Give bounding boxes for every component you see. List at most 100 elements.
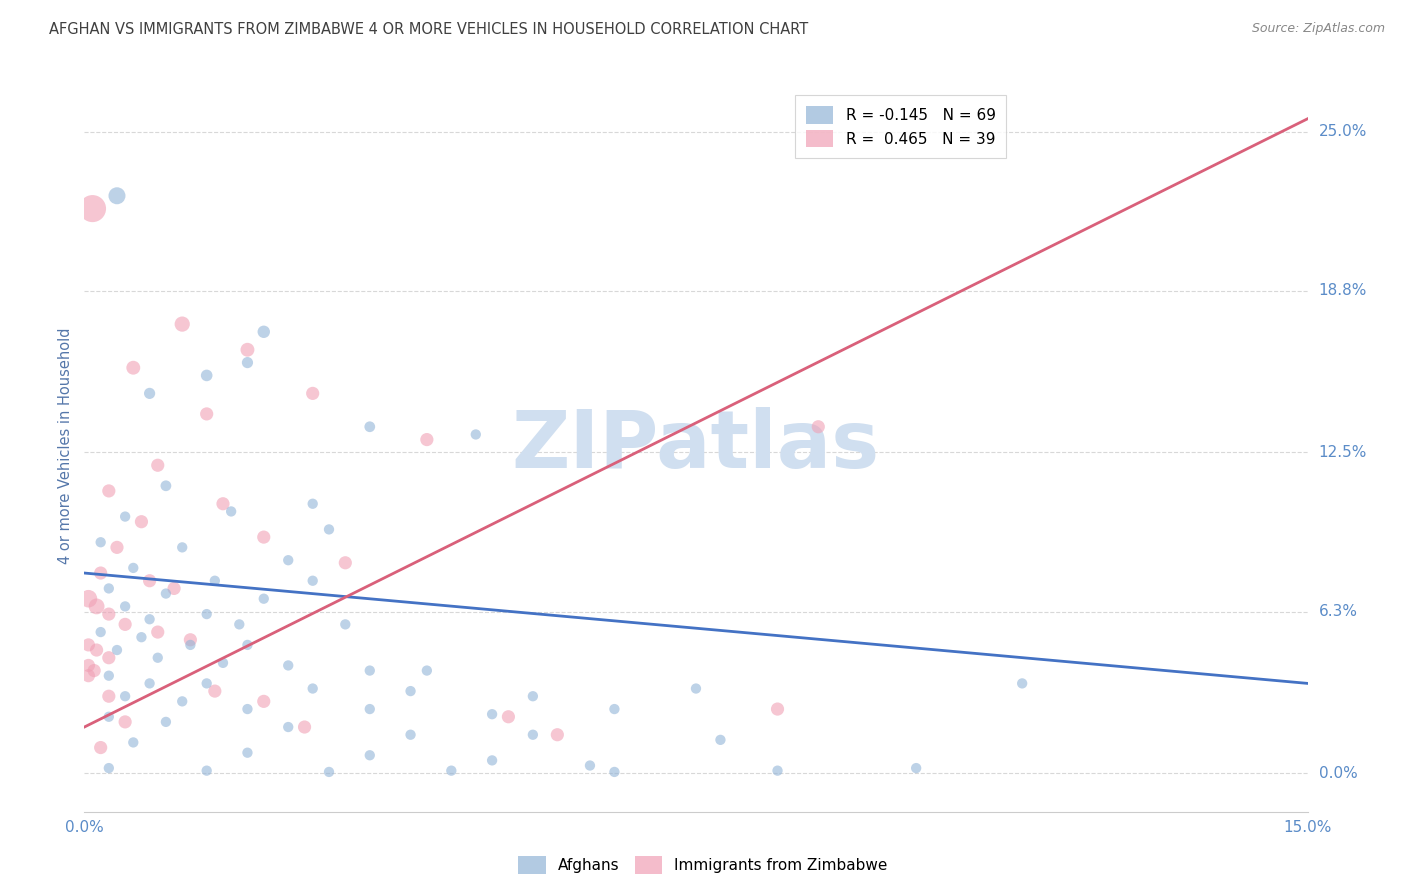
Point — [277, 553, 299, 567]
Point — [97, 607, 120, 621]
Point — [204, 684, 226, 698]
Point — [359, 664, 381, 678]
Point — [77, 638, 100, 652]
Point — [195, 607, 218, 621]
Point — [105, 188, 128, 202]
Point — [204, 574, 226, 588]
Point — [359, 748, 381, 763]
Point — [131, 630, 153, 644]
Point — [131, 515, 153, 529]
Point — [146, 650, 169, 665]
Point — [1011, 676, 1033, 690]
Point — [114, 690, 136, 704]
Point — [807, 419, 830, 434]
Point — [301, 574, 323, 588]
Point — [335, 617, 357, 632]
Point — [163, 582, 186, 596]
Point — [236, 746, 259, 760]
Point — [399, 728, 422, 742]
Point — [219, 504, 242, 518]
Point — [97, 710, 120, 724]
Point — [399, 684, 422, 698]
Point — [228, 617, 250, 632]
Point — [138, 612, 160, 626]
Point — [318, 764, 340, 779]
Point — [146, 458, 169, 473]
Point — [86, 643, 108, 657]
Point — [236, 638, 259, 652]
Point — [481, 707, 503, 722]
Point — [146, 625, 169, 640]
Text: AFGHAN VS IMMIGRANTS FROM ZIMBABWE 4 OR MORE VEHICLES IN HOUSEHOLD CORRELATION C: AFGHAN VS IMMIGRANTS FROM ZIMBABWE 4 OR … — [49, 22, 808, 37]
Point — [155, 479, 177, 493]
Text: 18.8%: 18.8% — [1319, 284, 1367, 298]
Point — [522, 690, 544, 704]
Point — [83, 664, 105, 678]
Point — [114, 599, 136, 614]
Point — [195, 676, 218, 690]
Point — [155, 586, 177, 600]
Point — [416, 664, 439, 678]
Text: ZIPatlas: ZIPatlas — [512, 407, 880, 485]
Point — [77, 669, 100, 683]
Point — [172, 317, 194, 331]
Point — [301, 386, 323, 401]
Point — [172, 694, 194, 708]
Point — [522, 728, 544, 742]
Point — [603, 764, 626, 779]
Point — [77, 591, 100, 606]
Point — [90, 566, 112, 580]
Point — [440, 764, 463, 778]
Point — [498, 710, 520, 724]
Point — [277, 658, 299, 673]
Point — [114, 714, 136, 729]
Point — [579, 758, 602, 772]
Point — [179, 632, 201, 647]
Point — [114, 509, 136, 524]
Point — [172, 541, 194, 555]
Point — [301, 497, 323, 511]
Point — [97, 690, 120, 704]
Point — [481, 753, 503, 767]
Point — [277, 720, 299, 734]
Point — [114, 617, 136, 632]
Point — [155, 714, 177, 729]
Point — [97, 650, 120, 665]
Point — [318, 523, 340, 537]
Point — [97, 669, 120, 683]
Point — [77, 658, 100, 673]
Point — [253, 325, 276, 339]
Point — [546, 728, 568, 742]
Point — [82, 202, 104, 216]
Point — [905, 761, 928, 775]
Point — [685, 681, 707, 696]
Point — [195, 407, 218, 421]
Text: 12.5%: 12.5% — [1319, 445, 1367, 460]
Point — [236, 702, 259, 716]
Legend: Afghans, Immigrants from Zimbabwe: Afghans, Immigrants from Zimbabwe — [512, 850, 894, 880]
Point — [253, 694, 276, 708]
Text: 0.0%: 0.0% — [1319, 765, 1357, 780]
Point — [122, 360, 145, 375]
Point — [86, 599, 108, 614]
Text: 25.0%: 25.0% — [1319, 124, 1367, 139]
Text: Source: ZipAtlas.com: Source: ZipAtlas.com — [1251, 22, 1385, 36]
Point — [97, 483, 120, 498]
Point — [236, 343, 259, 357]
Point — [97, 582, 120, 596]
Legend: R = -0.145   N = 69, R =  0.465   N = 39: R = -0.145 N = 69, R = 0.465 N = 39 — [796, 95, 1007, 158]
Point — [90, 740, 112, 755]
Point — [195, 368, 218, 383]
Point — [138, 574, 160, 588]
Point — [138, 386, 160, 401]
Point — [90, 535, 112, 549]
Point — [335, 556, 357, 570]
Point — [122, 735, 145, 749]
Point — [603, 702, 626, 716]
Point — [766, 702, 789, 716]
Point — [236, 355, 259, 369]
Point — [97, 761, 120, 775]
Point — [301, 681, 323, 696]
Point — [90, 625, 112, 640]
Point — [253, 530, 276, 544]
